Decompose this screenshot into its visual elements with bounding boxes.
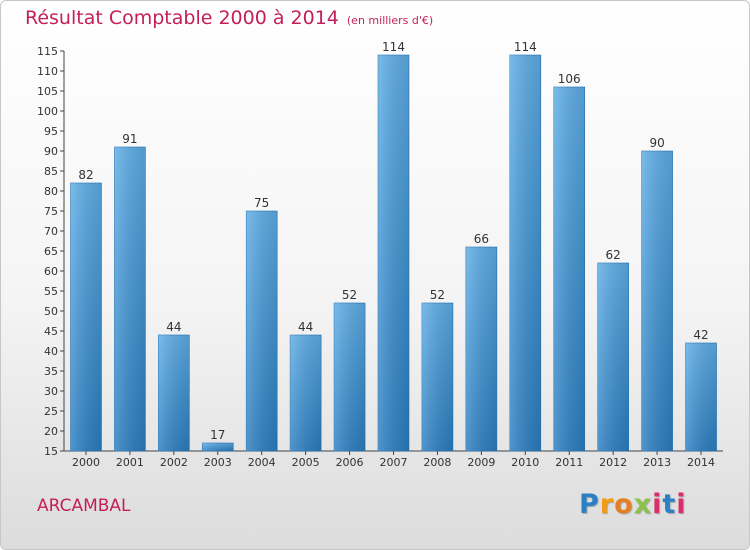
x-tick-label: 2007 [380, 456, 408, 469]
chart-unit: (en milliers d'€) [346, 14, 434, 27]
chart-title-text: Résultat Comptable 2000 à 2014 [25, 7, 339, 29]
bar-shade-2003 [202, 443, 234, 451]
bar-shade-2014 [685, 343, 717, 451]
logo-letter: r [599, 489, 615, 520]
bar-shade-2005 [290, 335, 322, 451]
data-label-2010: 114 [514, 40, 537, 54]
x-tick-label: 2001 [116, 456, 144, 469]
bar-shade-2001 [114, 147, 146, 451]
logo-letter: t [662, 489, 677, 520]
y-tick-label: 25 [44, 405, 58, 418]
x-tick-label: 2014 [687, 456, 715, 469]
y-tick-label: 35 [44, 365, 58, 378]
town-name: ARCAMBAL [37, 496, 131, 516]
data-label-2008: 52 [430, 288, 445, 302]
y-tick-label: 75 [44, 205, 58, 218]
y-tick-label: 50 [44, 305, 58, 318]
bar-shade-2011 [553, 87, 585, 451]
data-label-2002: 44 [166, 320, 181, 334]
x-tick-label: 2002 [160, 456, 188, 469]
data-label-2006: 52 [342, 288, 357, 302]
x-tick-label: 2009 [467, 456, 495, 469]
bar-shade-2013 [641, 151, 673, 451]
data-label-2001: 91 [122, 132, 137, 146]
data-label-2005: 44 [298, 320, 313, 334]
data-label-2004: 75 [254, 196, 269, 210]
bar-shade-2006 [334, 303, 366, 451]
x-tick-label: 2006 [336, 456, 364, 469]
x-tick-label: 2003 [204, 456, 232, 469]
logo-letter: o [614, 489, 634, 520]
y-tick-label: 15 [44, 445, 58, 458]
y-tick-label: 65 [44, 245, 58, 258]
bar-shade-2007 [378, 55, 409, 451]
y-tick-label: 80 [44, 185, 58, 198]
data-labels: 82 91 44 17 75 44 52 114 52 66 114 106 62 90 42 [78, 40, 708, 442]
y-tick-label: 40 [44, 345, 58, 358]
data-label-2012: 62 [606, 248, 621, 262]
y-tick-label: 85 [44, 165, 58, 178]
x-tick-label: 2013 [643, 456, 671, 469]
y-tick-label: 60 [44, 265, 58, 278]
bar-shade-2000 [70, 183, 102, 451]
data-label-2000: 82 [78, 168, 93, 182]
y-tick-label: 90 [44, 145, 58, 158]
logo-letter: i [676, 489, 687, 520]
y-tick-label: 45 [44, 325, 58, 338]
y-tick-label: 30 [44, 385, 58, 398]
data-label-2013: 90 [649, 136, 664, 150]
bars [70, 54, 717, 452]
proxiti-logo[interactable]: Proxiti [579, 489, 687, 520]
logo-letter: x [633, 489, 653, 520]
data-label-2009: 66 [474, 232, 489, 246]
logo-letter: P [579, 489, 600, 520]
bar-shade-2008 [421, 303, 453, 451]
x-tick-label: 2011 [555, 456, 583, 469]
data-label-2011: 106 [558, 72, 581, 86]
x-tick-label: 2004 [248, 456, 276, 469]
y-tick-label: 70 [44, 225, 58, 238]
y-tick-label: 100 [37, 105, 58, 118]
x-tick-label: 2010 [511, 456, 539, 469]
y-tick-label: 110 [37, 65, 58, 78]
data-label-2007: 114 [382, 40, 405, 54]
x-tick-label: 2008 [423, 456, 451, 469]
bar-shade-2004 [246, 211, 278, 451]
data-label-2014: 42 [693, 328, 708, 342]
y-tick-label: 20 [44, 425, 58, 438]
x-tick-label: 2005 [292, 456, 320, 469]
bar-shade-2002 [158, 335, 190, 451]
y-tick-label: 115 [37, 45, 58, 58]
data-label-2003: 17 [210, 428, 225, 442]
x-tick-label: 2000 [72, 456, 100, 469]
bar-shade-2010 [509, 55, 541, 451]
y-tick-label: 105 [37, 85, 58, 98]
y-tick-label: 95 [44, 125, 58, 138]
bar-shade-2012 [597, 263, 629, 451]
y-tick-label: 55 [44, 285, 58, 298]
x-tick-label: 2012 [599, 456, 627, 469]
bar-shade-2009 [465, 247, 497, 451]
chart-title: Résultat Comptable 2000 à 2014 (en millie… [25, 7, 433, 29]
logo-letter: i [652, 489, 663, 520]
